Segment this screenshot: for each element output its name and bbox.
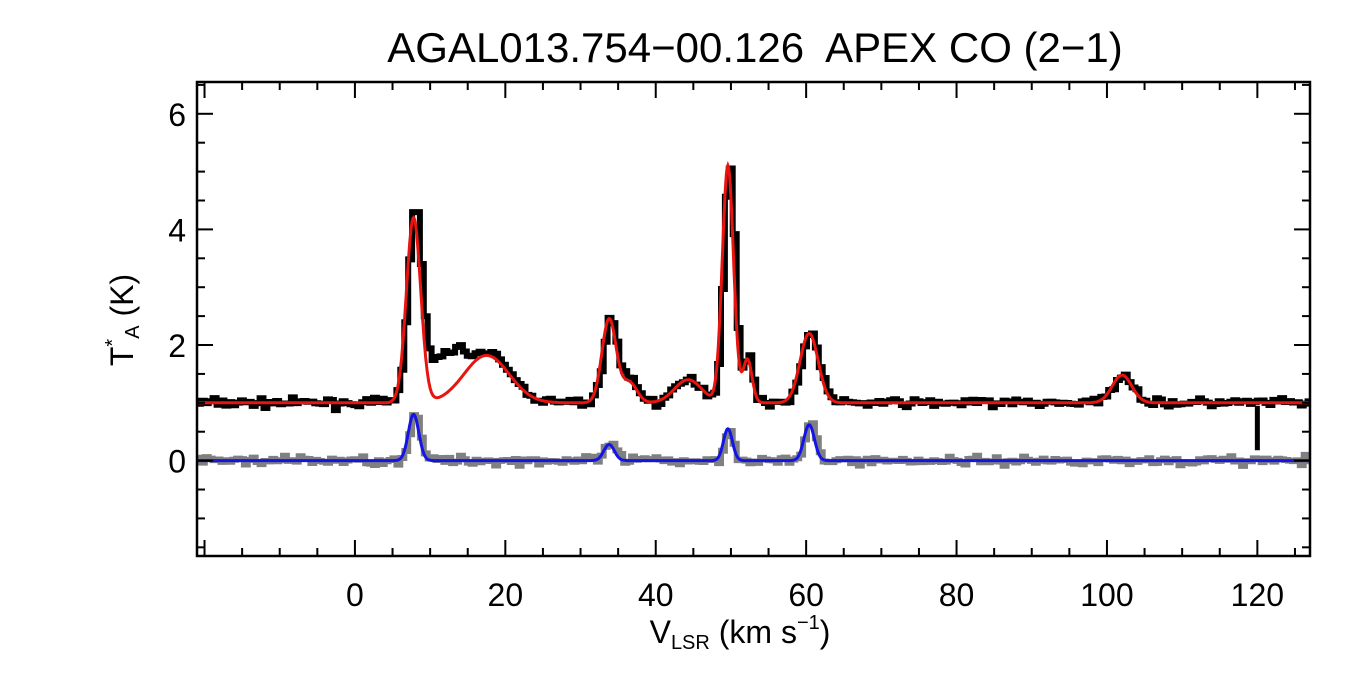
x-tick-label: 80 [939, 577, 975, 613]
x-tick-label: 20 [488, 577, 524, 613]
series-3-fit-line [197, 412, 1310, 463]
y-axis-label-sup: * [102, 338, 124, 347]
y-axis-label-sub: A [122, 325, 144, 339]
series-layer [197, 160, 1311, 469]
y-tick-label: 2 [168, 328, 186, 364]
x-axis-label-unit: (km s [709, 614, 797, 650]
x-axis-label-sup: −1 [796, 612, 820, 634]
x-tick-label: 120 [1231, 577, 1284, 613]
x-tick-label: 60 [788, 577, 824, 613]
y-tick-label: 6 [168, 97, 186, 133]
y-axis-label-unit: (K) [104, 273, 140, 326]
series-1-fit-line [197, 160, 1310, 405]
x-tick-label: 0 [346, 577, 364, 613]
y-axis-label: T*A (K) [102, 250, 144, 390]
plot-frame [195, 80, 1312, 558]
series-0-histogram [197, 165, 1311, 414]
y-axis-label-main: T [104, 346, 140, 367]
x-axis-label-sub: LSR [670, 632, 710, 654]
chart-title: AGAL013.754−00.126 APEX CO (2−1) [387, 24, 1123, 71]
tick-layer: 0 20 40 60 80 100 120 0 2 4 6 [168, 82, 1310, 613]
x-axis-label-end: ) [819, 614, 831, 650]
x-axis-label-main: V [649, 614, 671, 650]
x-tick-label: 40 [638, 577, 674, 613]
series-2-histogram [197, 412, 1311, 469]
x-axis-label: VLSR (km s−1) [620, 612, 860, 655]
x-tick-label: 100 [1080, 577, 1133, 613]
y-tick-label: 4 [168, 212, 186, 248]
y-tick-label: 0 [168, 444, 186, 480]
